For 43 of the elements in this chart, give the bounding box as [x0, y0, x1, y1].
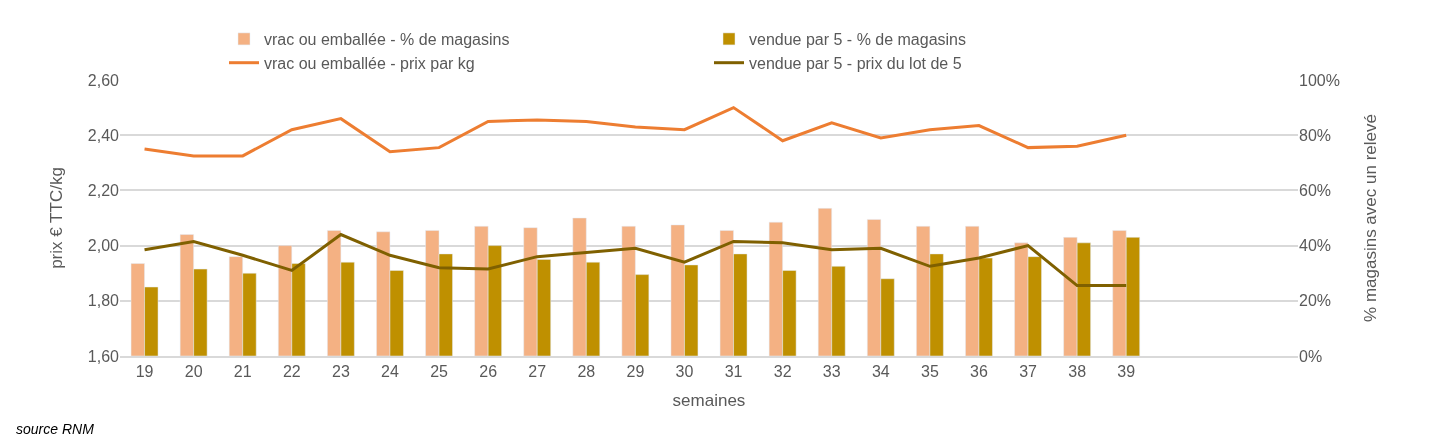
y-tick-label: 2,60 [87, 71, 120, 89]
y2-tick-label: 100% [1299, 71, 1340, 89]
x-tick-label: 25 [430, 363, 449, 381]
y2-tick-label: 80% [1299, 126, 1332, 144]
x-tick-label: 31 [724, 363, 743, 381]
x-tick-label: 28 [577, 363, 596, 381]
x-tick-label: 36 [970, 363, 988, 381]
y-tick-label: 1,80 [87, 292, 120, 310]
y-tick-label: 1,60 [87, 347, 120, 365]
line-series [143, 233, 1128, 288]
legend-label: vrac ou emballée - prix par kg [264, 54, 475, 72]
x-tick-label: 34 [871, 363, 890, 381]
x-tick-label: 23 [331, 363, 350, 381]
x-tick-label: 33 [822, 363, 841, 381]
source-note: source RNM [16, 421, 95, 437]
x-tick-label: 21 [233, 363, 252, 381]
y2-tick-label: 0% [1299, 347, 1323, 365]
legend-label: vendue par 5 - prix du lot de 5 [749, 54, 962, 72]
legend-label: vrac ou emballée - % de magasins [264, 31, 510, 49]
x-tick-label: 32 [773, 363, 792, 381]
x-tick-label: 26 [479, 363, 498, 381]
x-tick-label: 19 [135, 363, 154, 381]
x-tick-label: 39 [1117, 363, 1136, 381]
x-tick-label: 38 [1068, 363, 1087, 381]
y2-tick-label: 60% [1299, 182, 1332, 199]
y2-tick-label: 40% [1299, 237, 1332, 255]
y-axis-title: prix € TTC/kg [47, 167, 67, 269]
y-tick-label: 2,00 [87, 237, 120, 255]
y-tick-label: 2,40 [87, 126, 120, 144]
x-tick-label: 37 [1019, 363, 1038, 381]
x-axis-title: semaines [672, 391, 746, 411]
legend-label: vendue par 5 - % de magasins [749, 31, 967, 49]
x-tick-label: 27 [528, 363, 547, 381]
y-tick-label: 2,20 [87, 182, 120, 199]
y2-tick-label: 20% [1299, 292, 1332, 310]
x-tick-label: 20 [184, 363, 203, 381]
line-series [143, 106, 1128, 158]
x-tick-label: 35 [920, 363, 939, 381]
x-tick-label: 24 [381, 363, 399, 381]
x-tick-label: 29 [626, 363, 645, 381]
y2-axis-title: % magasins avec un relevé [1361, 114, 1381, 322]
x-tick-label: 22 [282, 363, 301, 381]
x-tick-label: 30 [675, 363, 694, 381]
